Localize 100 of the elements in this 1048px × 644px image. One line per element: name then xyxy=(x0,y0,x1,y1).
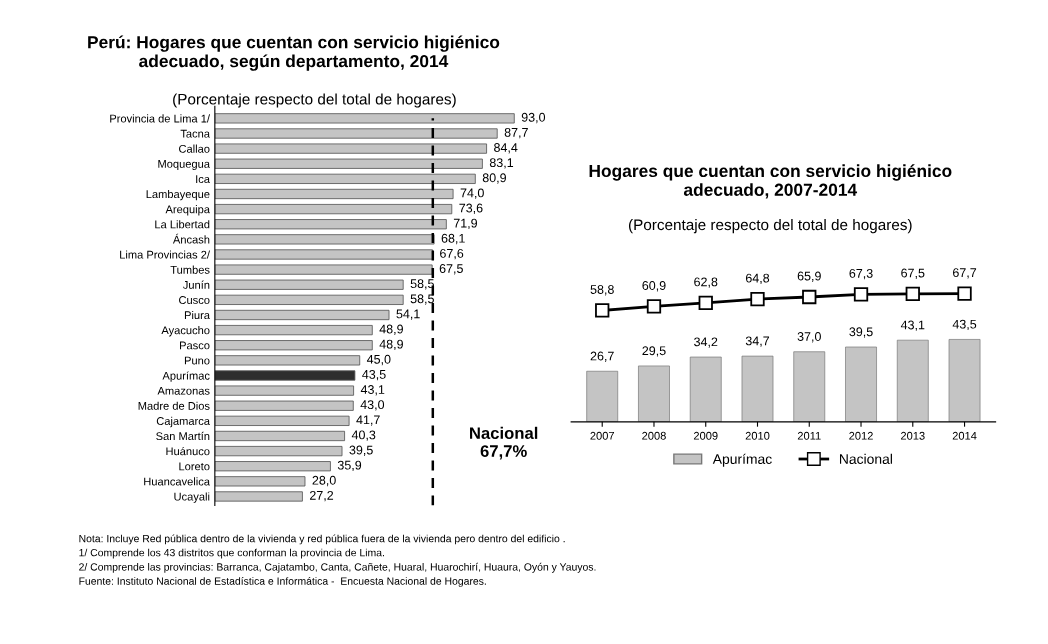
x-tick-label: 2014 xyxy=(952,431,977,440)
data-label: 58,8 xyxy=(590,285,614,296)
bar xyxy=(214,294,404,305)
data-label: 27,2 xyxy=(309,490,334,502)
bar xyxy=(214,491,303,502)
y-tick-label: Provincia de Lima 1/ xyxy=(110,114,210,123)
y-tick-label: Moquegua xyxy=(158,160,210,171)
data-label: 84,4 xyxy=(494,143,518,154)
y-tick-label: Lambayeque xyxy=(146,189,210,201)
data-label: 68,1 xyxy=(441,233,465,245)
y-tick-label: Ucayali xyxy=(174,492,210,503)
data-label: 37,0 xyxy=(797,332,821,343)
data-label: 34,2 xyxy=(694,337,718,348)
y-tick-label: Cajamarca xyxy=(156,416,210,428)
bar xyxy=(214,143,487,154)
text: 2/ Comprende las provincias: Barranca, Cajatambo, Canta, Cañete, Huaral, Huarochirí, Huaura, Oyón y Yauyos. xyxy=(79,562,596,573)
ref-line-label: Nacional 67,7% xyxy=(470,426,538,460)
bar xyxy=(896,339,929,422)
y-tick-label: La Libertad xyxy=(155,220,210,229)
data-label: 45,0 xyxy=(366,354,391,366)
data-label: 65,9 xyxy=(797,271,821,282)
bar xyxy=(689,356,722,422)
data-label: 28,0 xyxy=(312,475,336,487)
data-label: 67,3 xyxy=(849,268,873,280)
source-note: Fuente: Instituto Nacional de Estadística e Informática - Encuesta Nacional de Hogares. xyxy=(79,577,486,587)
data-label: 74,0 xyxy=(460,188,484,199)
chart-subtitle: (Porcentaje respecto del total de hogares) xyxy=(173,93,456,108)
bar xyxy=(214,324,373,336)
x-tick-label: 2011 xyxy=(797,431,821,440)
data-label: 34,7 xyxy=(745,336,770,347)
bar xyxy=(214,430,346,442)
bar xyxy=(214,370,356,381)
y-tick-label: San Martín xyxy=(156,431,210,441)
point xyxy=(646,299,662,314)
point xyxy=(853,287,869,302)
bar xyxy=(741,355,774,422)
chart-title: Hogares que cuentan con servicio higiénico adecuado, 2007-2014 xyxy=(589,164,952,199)
data-label: 58,5 xyxy=(410,294,434,305)
bar xyxy=(638,365,670,422)
data-label: 43,1 xyxy=(360,385,385,396)
data-label: 54,1 xyxy=(396,309,420,320)
data-label: 62,8 xyxy=(694,277,718,288)
chart-subtitle: (Porcentaje respecto del total de hogares) xyxy=(628,218,912,234)
y-tick-label: Ica xyxy=(196,175,210,183)
bar xyxy=(214,461,331,472)
y-tick-label: Pasco xyxy=(180,341,210,350)
data-label: 41,7 xyxy=(356,415,380,426)
data-label: 48,9 xyxy=(379,324,403,335)
legend-label: Apurímac xyxy=(712,453,772,467)
y-tick-label: Lima Provincias 2/ xyxy=(120,250,210,259)
bar xyxy=(845,346,877,422)
y-tick-label: Puno xyxy=(184,356,210,365)
data-label: 29,5 xyxy=(642,346,666,357)
point xyxy=(595,303,610,318)
text: 1/ Comprende los 43 distritos que conforman la provincia de Lima. xyxy=(79,548,384,559)
bar xyxy=(214,400,354,411)
data-label: 43,0 xyxy=(360,400,385,411)
data-label: 48,9 xyxy=(379,339,403,351)
y-tick-label: Loreto xyxy=(179,462,210,471)
data-label: 67,5 xyxy=(439,264,463,275)
bar xyxy=(214,113,515,124)
x-tick-label: 2008 xyxy=(642,431,666,440)
bar xyxy=(214,204,453,215)
bar xyxy=(214,385,355,396)
data-label: 67,7 xyxy=(953,268,977,279)
data-label: 26,7 xyxy=(590,351,614,362)
data-label: 43,1 xyxy=(900,320,925,331)
y-tick-label: Callao xyxy=(179,144,210,153)
y-tick-label: Madre de Dios xyxy=(138,401,210,410)
bar xyxy=(214,309,390,321)
data-label: 67,6 xyxy=(440,248,464,260)
text: Nota: Incluye Red pública dentro de la vivienda y red pública fuera de la vivienda pero dentro del edificio . xyxy=(79,534,565,545)
y-tick-label: Junín xyxy=(182,280,210,289)
data-label: 60,9 xyxy=(642,281,666,292)
bar xyxy=(214,415,350,426)
bar xyxy=(214,355,361,366)
x-tick-label: 2013 xyxy=(900,431,925,440)
y-tick-label: Huancavelica xyxy=(144,477,210,486)
bar xyxy=(214,158,483,169)
bar xyxy=(214,476,306,487)
point xyxy=(802,289,817,305)
y-tick-label: Áncash xyxy=(172,233,210,244)
y-tick-label: Amazonas xyxy=(157,386,210,395)
y-tick-label: Apurímac xyxy=(162,371,210,382)
y-tick-label: Arequipa xyxy=(165,205,210,216)
x-tick-label: 2009 xyxy=(693,431,718,440)
point xyxy=(698,295,713,311)
bar xyxy=(214,234,435,245)
data-label: 40,3 xyxy=(351,430,376,441)
bar xyxy=(793,351,826,422)
bar xyxy=(214,219,447,230)
bar xyxy=(214,279,404,290)
data-label: 64,8 xyxy=(745,273,770,285)
x-tick-label: 2007 xyxy=(590,431,615,440)
bar xyxy=(586,370,619,422)
data-label: 80,9 xyxy=(482,173,506,184)
bar xyxy=(214,188,454,200)
bar xyxy=(214,264,433,275)
data-label: 43,5 xyxy=(952,319,977,331)
data-label: 67,5 xyxy=(901,268,925,279)
